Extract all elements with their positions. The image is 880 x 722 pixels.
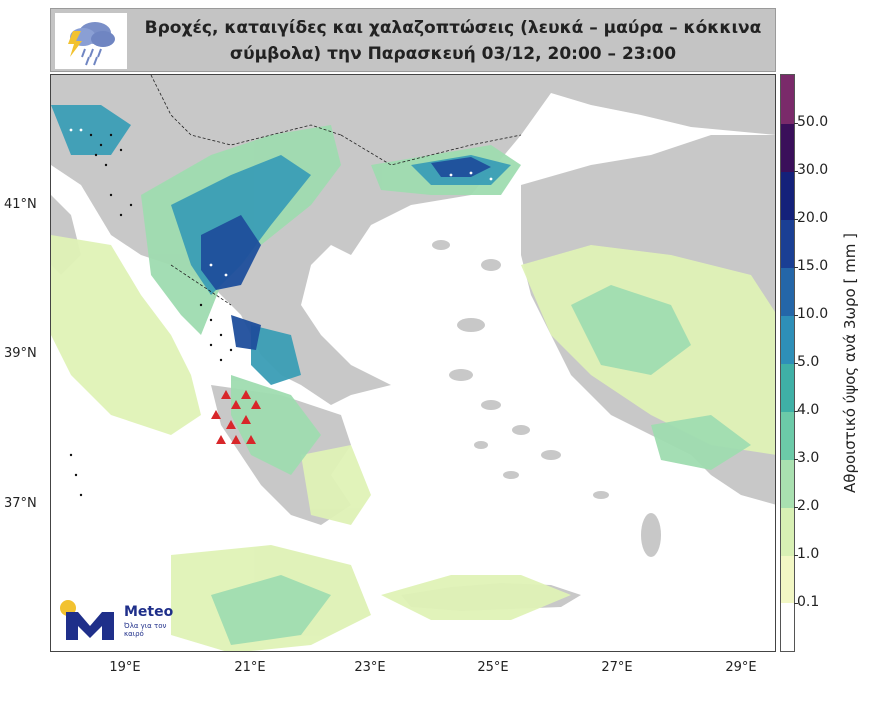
cb-tick-10: 10.0 xyxy=(793,306,829,322)
country-borders xyxy=(150,75,522,306)
x-tick-19e: 19°E xyxy=(109,660,141,675)
cb-tick-20: 20.0 xyxy=(793,210,829,226)
cb-tick-30: 30.0 xyxy=(793,162,829,178)
title-line-2: σύμβολα) την Παρασκευή 03/12, 20:00 – 23… xyxy=(229,44,677,64)
hail-symbols xyxy=(211,390,261,444)
cb-seg-4 xyxy=(781,412,794,460)
cb-seg-1 xyxy=(781,556,794,603)
cb-tick-50: 50.0 xyxy=(793,114,829,130)
cb-seg-11 xyxy=(781,75,794,124)
title-line-1: Βροχές, καταιγίδες και χαλαζοπτώσεις (λε… xyxy=(144,18,762,38)
land-aegean-islands xyxy=(432,240,661,557)
cb-seg-3 xyxy=(781,460,794,508)
cb-tick-2: 2.0 xyxy=(793,498,820,514)
x-tick-21e: 21°E xyxy=(234,660,266,675)
colorbar-label: Αθροιστικό ύψος ανά 3ωρο [ mm ] xyxy=(841,233,859,493)
cb-seg-5 xyxy=(781,364,794,412)
x-tick-25e: 25°E xyxy=(477,660,509,675)
y-tick-39n: 39°N xyxy=(4,346,37,361)
cb-tick-15: 15.0 xyxy=(793,258,829,274)
cb-seg-0 xyxy=(781,603,794,651)
map-title-bar: Βροχές, καταιγίδες και χαλαζοπτώσεις (λε… xyxy=(50,8,776,72)
map-canvas xyxy=(51,75,775,651)
x-tick-23e: 23°E xyxy=(354,660,386,675)
cb-seg-9 xyxy=(781,172,794,220)
logo-brand: Meteo xyxy=(124,604,174,620)
cb-seg-8 xyxy=(781,220,794,268)
cb-tick-4: 4.0 xyxy=(793,402,820,418)
cb-seg-7 xyxy=(781,268,794,316)
rain-symbols xyxy=(69,128,493,277)
logo-tagline: Όλα για τον καιρό xyxy=(124,622,167,638)
precip-colorbar xyxy=(780,74,795,652)
y-tick-41n: 41°N xyxy=(4,197,37,212)
meteo-logo-icon xyxy=(60,600,114,640)
cb-tick-1: 1.0 xyxy=(793,546,820,562)
cloud-storm-rain-icon xyxy=(55,13,127,69)
precipitation-map xyxy=(50,74,776,652)
cb-tick-0-1: 0.1 xyxy=(793,594,820,610)
cb-seg-6 xyxy=(781,316,794,364)
y-tick-37n: 37°N xyxy=(4,496,37,511)
cb-seg-10 xyxy=(781,124,794,172)
precip-very-heavy xyxy=(201,157,491,350)
x-tick-27e: 27°E xyxy=(601,660,633,675)
cb-tick-5: 5.0 xyxy=(793,354,820,370)
page-title: Βροχές, καταιγίδες και χαλαζοπτώσεις (λε… xyxy=(141,15,765,67)
meteo-logo: Meteo Όλα για τον καιρό xyxy=(58,596,174,644)
x-tick-29e: 29°E xyxy=(725,660,757,675)
cb-seg-2 xyxy=(781,508,794,556)
storm-symbols xyxy=(69,133,233,497)
cb-tick-3: 3.0 xyxy=(793,450,820,466)
